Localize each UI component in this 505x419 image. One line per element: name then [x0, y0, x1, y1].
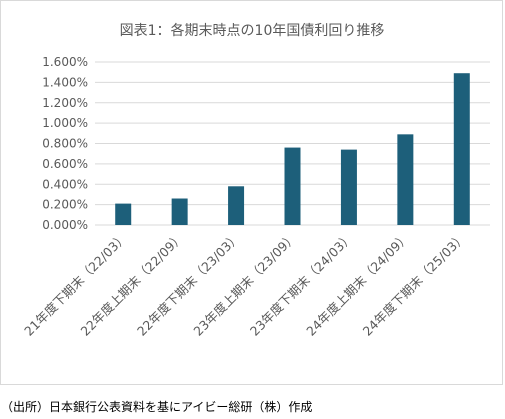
bar-chart: 図表1：各期末時点の10年国債利回り推移 0.000%0.200%0.400%0… — [21, 23, 490, 339]
y-tick-label: 1.000% — [42, 116, 88, 130]
bar — [397, 134, 414, 225]
y-tick-label: 0.000% — [42, 218, 88, 232]
x-axis-ticks: 21年度下期末（22/03）22年度上期末（22/09）22年度下期末（23/0… — [21, 230, 469, 339]
chart-frame — [0, 0, 503, 385]
bar — [171, 198, 188, 225]
chart-title: 図表1：各期末時点の10年国債利回り推移 — [120, 23, 385, 39]
x-tick-label: 22年度下期末（23/03） — [134, 230, 243, 339]
gridlines — [95, 61, 490, 226]
bar — [228, 186, 245, 225]
x-tick-label: 24年度下期末（25/03） — [360, 230, 469, 339]
y-tick-label: 0.800% — [42, 137, 88, 151]
y-tick-label: 0.200% — [42, 198, 88, 212]
y-tick-label: 0.600% — [42, 157, 88, 171]
bar — [340, 149, 357, 225]
y-axis-ticks: 0.000% 0.200% 0.400% 0.600% 0.800% 1.000% 1.20… — [42, 55, 88, 232]
bar — [115, 203, 132, 225]
bar — [453, 73, 470, 225]
source-note: （出所）日本銀行公表資料を基にアイビー総研（株）作成 — [1, 400, 313, 414]
x-tick-label: 23年度下期末（24/03） — [247, 230, 356, 339]
x-tick-label: 24年度上期末（24/09） — [303, 230, 412, 339]
y-tick-label: 0.400% — [42, 177, 88, 191]
y-tick-label: 1.400% — [42, 75, 88, 89]
x-tick-label: 22年度上期末（22/09） — [78, 230, 187, 339]
bar — [284, 147, 301, 225]
bars — [115, 73, 470, 225]
x-tick-label: 23年度上期末（23/09） — [190, 230, 299, 339]
x-tick-label: 21年度下期末（22/03） — [21, 230, 130, 339]
y-tick-label: 1.200% — [42, 96, 88, 110]
y-tick-label: 1.600% — [42, 55, 88, 69]
